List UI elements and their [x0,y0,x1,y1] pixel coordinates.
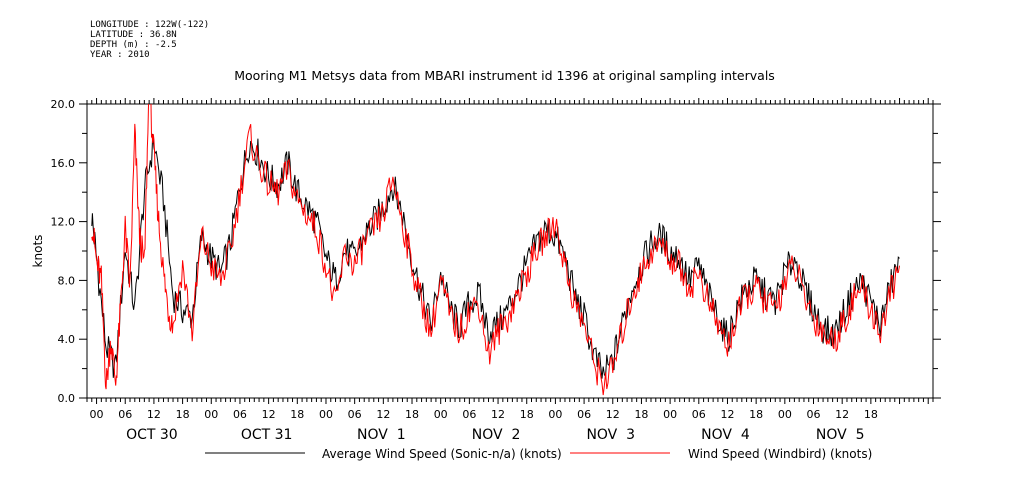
y-tick-label: 20.0 [51,98,76,111]
x-tick-label: 12 [376,408,390,421]
x-tick-label: 00 [434,408,448,421]
x-tick-label: 18 [520,408,534,421]
y-tick-label: 0.0 [58,392,76,405]
x-tick-label: 12 [606,408,620,421]
series-line-sonic [91,133,900,379]
x-tick-label: 00 [319,408,333,421]
x-tick-label: 18 [405,408,419,421]
x-tick-label: 06 [807,408,821,421]
x-day-label: NOV 5 [816,427,865,443]
x-tick-label: 18 [290,408,304,421]
x-tick-label: 18 [864,408,878,421]
chart-title: Mooring M1 Metsys data from MBARI instru… [234,68,775,83]
metadata-block: LONGITUDE : 122W(-122) LATITUDE : 36.8N … [90,20,209,60]
x-tick-label: 18 [176,408,190,421]
x-tick-label: 18 [749,408,763,421]
depth-text: DEPTH (m) : -2.5 [90,40,177,50]
x-tick-label: 00 [204,408,218,421]
x-tick-label: 12 [720,408,734,421]
longitude-text: LONGITUDE : 122W(-122) [90,20,210,30]
x-tick-label: 12 [491,408,505,421]
plot-frame [86,103,934,399]
year-text: YEAR : 2010 [90,50,150,60]
x-day-label: NOV 1 [357,427,406,443]
y-tick-label: 16.0 [51,157,76,170]
x-tick-label: 00 [90,408,104,421]
x-day-label: OCT 31 [241,427,293,443]
x-day-label: OCT 30 [126,427,178,443]
x-tick-label: 06 [118,408,132,421]
x-tick-label: 12 [835,408,849,421]
x-tick-label: 06 [462,408,476,421]
x-tick-label: 06 [348,408,362,421]
x-day-label: NOV 3 [586,427,635,443]
y-tick-label: 12.0 [51,216,76,229]
x-tick-label: 12 [262,408,276,421]
x-tick-label: 18 [634,408,648,421]
x-tick-label: 06 [577,408,591,421]
legend-label: Wind Speed (Windbird) (knots) [688,447,872,461]
x-day-label: NOV 2 [472,427,521,443]
y-tick-label: 8.0 [58,274,76,287]
series-line-windbird [91,104,900,396]
x-tick-label: 06 [692,408,706,421]
x-day-label: NOV 4 [701,427,750,443]
x-tick-label: 12 [147,408,161,421]
x-tick-label: 00 [778,408,792,421]
x-tick-label: 00 [663,408,677,421]
y-axis-label: knots [31,235,45,268]
legend-label: Average Wind Speed (Sonic-n/a) (knots) [322,447,562,461]
latitude-text: LATITUDE : 36.8N [90,30,177,40]
x-tick-label: 00 [548,408,562,421]
y-tick-label: 4.0 [58,333,76,346]
x-tick-label: 06 [233,408,247,421]
